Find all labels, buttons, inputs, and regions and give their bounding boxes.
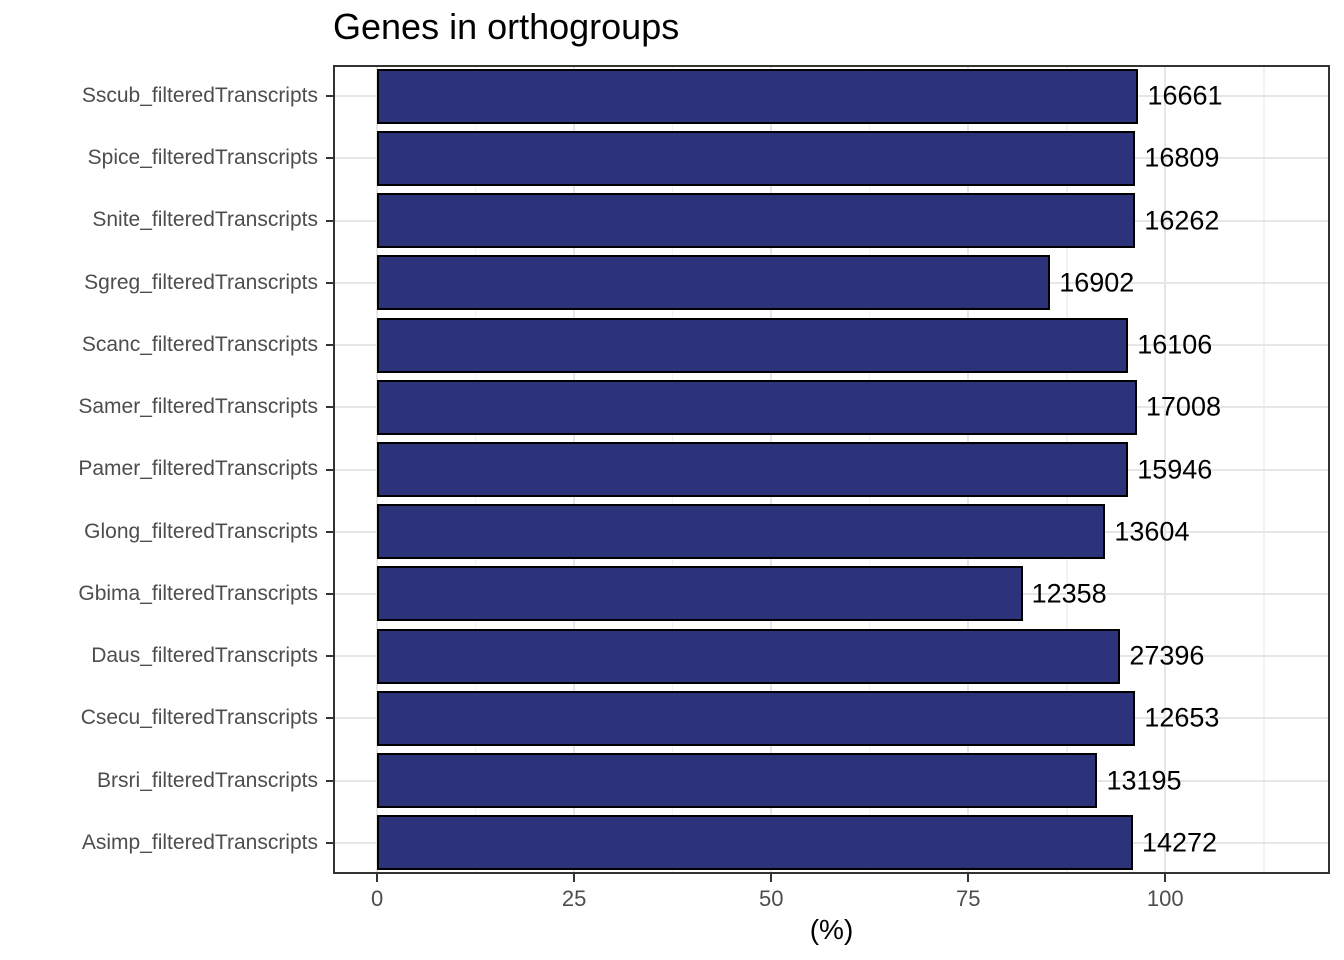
y-axis-label: Daus_filteredTranscripts — [91, 644, 318, 668]
bar-value-label: 16661 — [1147, 80, 1223, 111]
bar-value-label: 12653 — [1144, 702, 1220, 733]
bar-value-label: 13604 — [1114, 516, 1190, 547]
y-axis-label: Spice_filteredTranscripts — [87, 146, 318, 170]
chart-title: Genes in orthogroups — [333, 6, 680, 47]
y-axis-label: Glong_filteredTranscripts — [84, 519, 318, 543]
bar-value-label: 14272 — [1141, 827, 1218, 858]
y-axis-label: Gbima_filteredTranscripts — [78, 581, 318, 605]
y-axis-label: Sscub_filteredTranscripts — [81, 84, 318, 107]
bar-value-label: 16809 — [1144, 142, 1220, 173]
bar-value-label: 13195 — [1106, 765, 1182, 796]
y-axis-tick — [326, 717, 333, 720]
y-axis-tick — [326, 592, 333, 595]
y-axis-tick — [326, 841, 333, 844]
bar-value-label: 16902 — [1059, 267, 1135, 298]
bar-value-label: 17008 — [1145, 391, 1221, 422]
bar — [377, 566, 1023, 622]
y-axis-tick — [326, 344, 333, 347]
bar — [377, 815, 1133, 871]
y-axis-tick — [326, 281, 333, 284]
bar — [377, 379, 1137, 435]
bar — [377, 504, 1106, 560]
y-axis-tick — [326, 530, 333, 533]
bar-value-label: 16262 — [1144, 205, 1220, 236]
x-axis-title: (%) — [809, 914, 854, 945]
y-axis-label: Asimp_filteredTranscripts — [81, 830, 318, 854]
bar-value-label: 15946 — [1137, 454, 1213, 484]
x-axis-tick — [770, 874, 773, 882]
bar — [377, 255, 1051, 311]
x-axis-tick-label: 50 — [758, 886, 784, 911]
x-axis-tick-label: 100 — [1146, 886, 1184, 911]
x-axis-tick-label: 25 — [561, 886, 587, 911]
x-axis-tick — [573, 874, 576, 882]
y-axis-tick — [326, 157, 333, 160]
y-axis-label: Scanc_filteredTranscripts — [81, 332, 318, 356]
bar — [377, 193, 1136, 249]
y-axis-label: Pamer_filteredTranscripts — [78, 457, 318, 481]
plot-panel: 16661 16809 16262 16902 16106 17008 15946 13604… — [333, 65, 1330, 874]
y-axis-label: Snite_filteredTranscripts — [92, 208, 318, 232]
x-axis-tick-label: 0 — [371, 886, 384, 911]
x-axis-tick-label: 75 — [955, 886, 981, 911]
x-axis-tick — [1164, 874, 1167, 882]
bar — [377, 753, 1098, 809]
y-axis-tick — [326, 406, 333, 409]
y-axis-tick — [326, 655, 333, 658]
x-axis-tick — [967, 874, 970, 882]
bar — [377, 442, 1129, 497]
y-axis-tick — [326, 219, 333, 222]
bar — [377, 628, 1121, 684]
bar — [377, 68, 1139, 124]
y-axis-tick — [326, 779, 333, 782]
bar — [377, 690, 1136, 746]
bar — [377, 130, 1136, 186]
y-axis-tick — [326, 468, 333, 471]
y-axis-label: Sgreg_filteredTranscripts — [84, 270, 318, 294]
bar — [377, 317, 1129, 373]
bar-value-label: 27396 — [1129, 640, 1205, 671]
y-axis-label: Samer_filteredTranscripts — [78, 395, 318, 419]
bar-value-label: 16106 — [1137, 329, 1213, 360]
x-axis-tick — [376, 874, 379, 882]
bar-value-label: 12358 — [1031, 578, 1107, 609]
y-axis-label: Brsri_filteredTranscripts — [97, 768, 318, 792]
y-axis-tick — [326, 95, 333, 98]
y-axis-label: Csecu_filteredTranscripts — [80, 706, 318, 730]
